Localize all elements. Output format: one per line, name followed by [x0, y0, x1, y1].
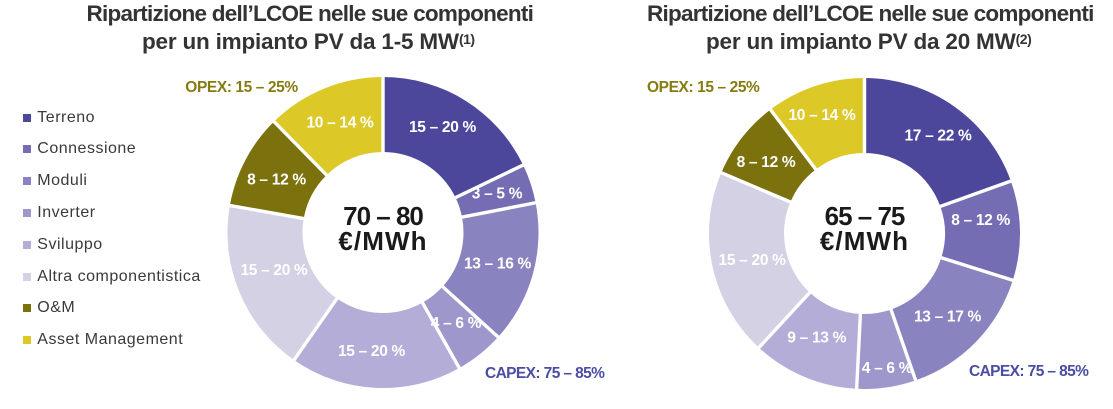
svg-text:10 – 14 %: 10 – 14 % [306, 115, 374, 132]
svg-text:17 – 22 %: 17 – 22 % [904, 128, 972, 145]
svg-text:4 – 6 %: 4 – 6 % [431, 315, 482, 332]
svg-text:10 – 14 %: 10 – 14 % [788, 107, 856, 124]
svg-text:15 – 20 %: 15 – 20 % [719, 252, 787, 269]
svg-text:15 – 20 %: 15 – 20 % [240, 262, 308, 279]
svg-text:15 – 20 %: 15 – 20 % [409, 119, 477, 136]
svg-text:8 – 12 %: 8 – 12 % [737, 154, 796, 171]
svg-text:15 – 20 %: 15 – 20 % [338, 343, 406, 360]
svg-text:9 – 13 %: 9 – 13 % [787, 330, 846, 347]
svg-text:8 – 12 %: 8 – 12 % [951, 212, 1010, 229]
svg-text:8 – 12 %: 8 – 12 % [247, 171, 306, 188]
svg-text:13 – 16 %: 13 – 16 % [464, 256, 532, 273]
svg-text:13 – 17 %: 13 – 17 % [914, 308, 982, 325]
svg-text:4 – 6 %: 4 – 6 % [862, 360, 913, 377]
svg-text:3 – 5 %: 3 – 5 % [472, 186, 523, 203]
